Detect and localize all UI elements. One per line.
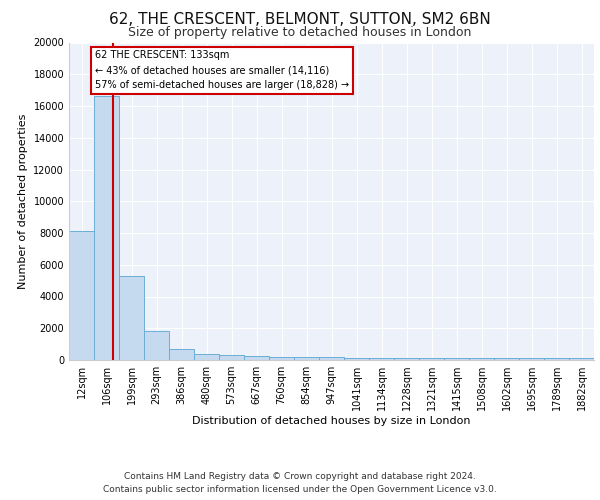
Bar bbox=[419, 358, 444, 360]
Bar bbox=[319, 358, 344, 360]
Bar bbox=[244, 356, 269, 360]
Text: Contains HM Land Registry data © Crown copyright and database right 2024.
Contai: Contains HM Land Registry data © Crown c… bbox=[103, 472, 497, 494]
Bar bbox=[169, 349, 194, 360]
Bar bbox=[394, 358, 419, 360]
Bar bbox=[269, 357, 294, 360]
Text: 62 THE CRESCENT: 133sqm
← 43% of detached houses are smaller (14,116)
57% of sem: 62 THE CRESCENT: 133sqm ← 43% of detache… bbox=[95, 50, 349, 90]
Bar bbox=[94, 96, 119, 360]
Bar bbox=[344, 358, 369, 360]
Y-axis label: Number of detached properties: Number of detached properties bbox=[18, 114, 28, 289]
Bar bbox=[369, 358, 394, 360]
Bar bbox=[569, 358, 594, 360]
Bar bbox=[144, 332, 169, 360]
Text: Size of property relative to detached houses in London: Size of property relative to detached ho… bbox=[128, 26, 472, 39]
Bar bbox=[469, 358, 494, 360]
Bar bbox=[519, 358, 544, 360]
Bar bbox=[494, 358, 519, 360]
X-axis label: Distribution of detached houses by size in London: Distribution of detached houses by size … bbox=[192, 416, 471, 426]
Bar bbox=[119, 276, 144, 360]
Bar bbox=[294, 357, 319, 360]
Bar bbox=[69, 232, 94, 360]
Bar bbox=[444, 358, 469, 360]
Bar bbox=[219, 355, 244, 360]
Text: 62, THE CRESCENT, BELMONT, SUTTON, SM2 6BN: 62, THE CRESCENT, BELMONT, SUTTON, SM2 6… bbox=[109, 12, 491, 28]
Bar bbox=[544, 358, 569, 360]
Bar bbox=[194, 354, 219, 360]
